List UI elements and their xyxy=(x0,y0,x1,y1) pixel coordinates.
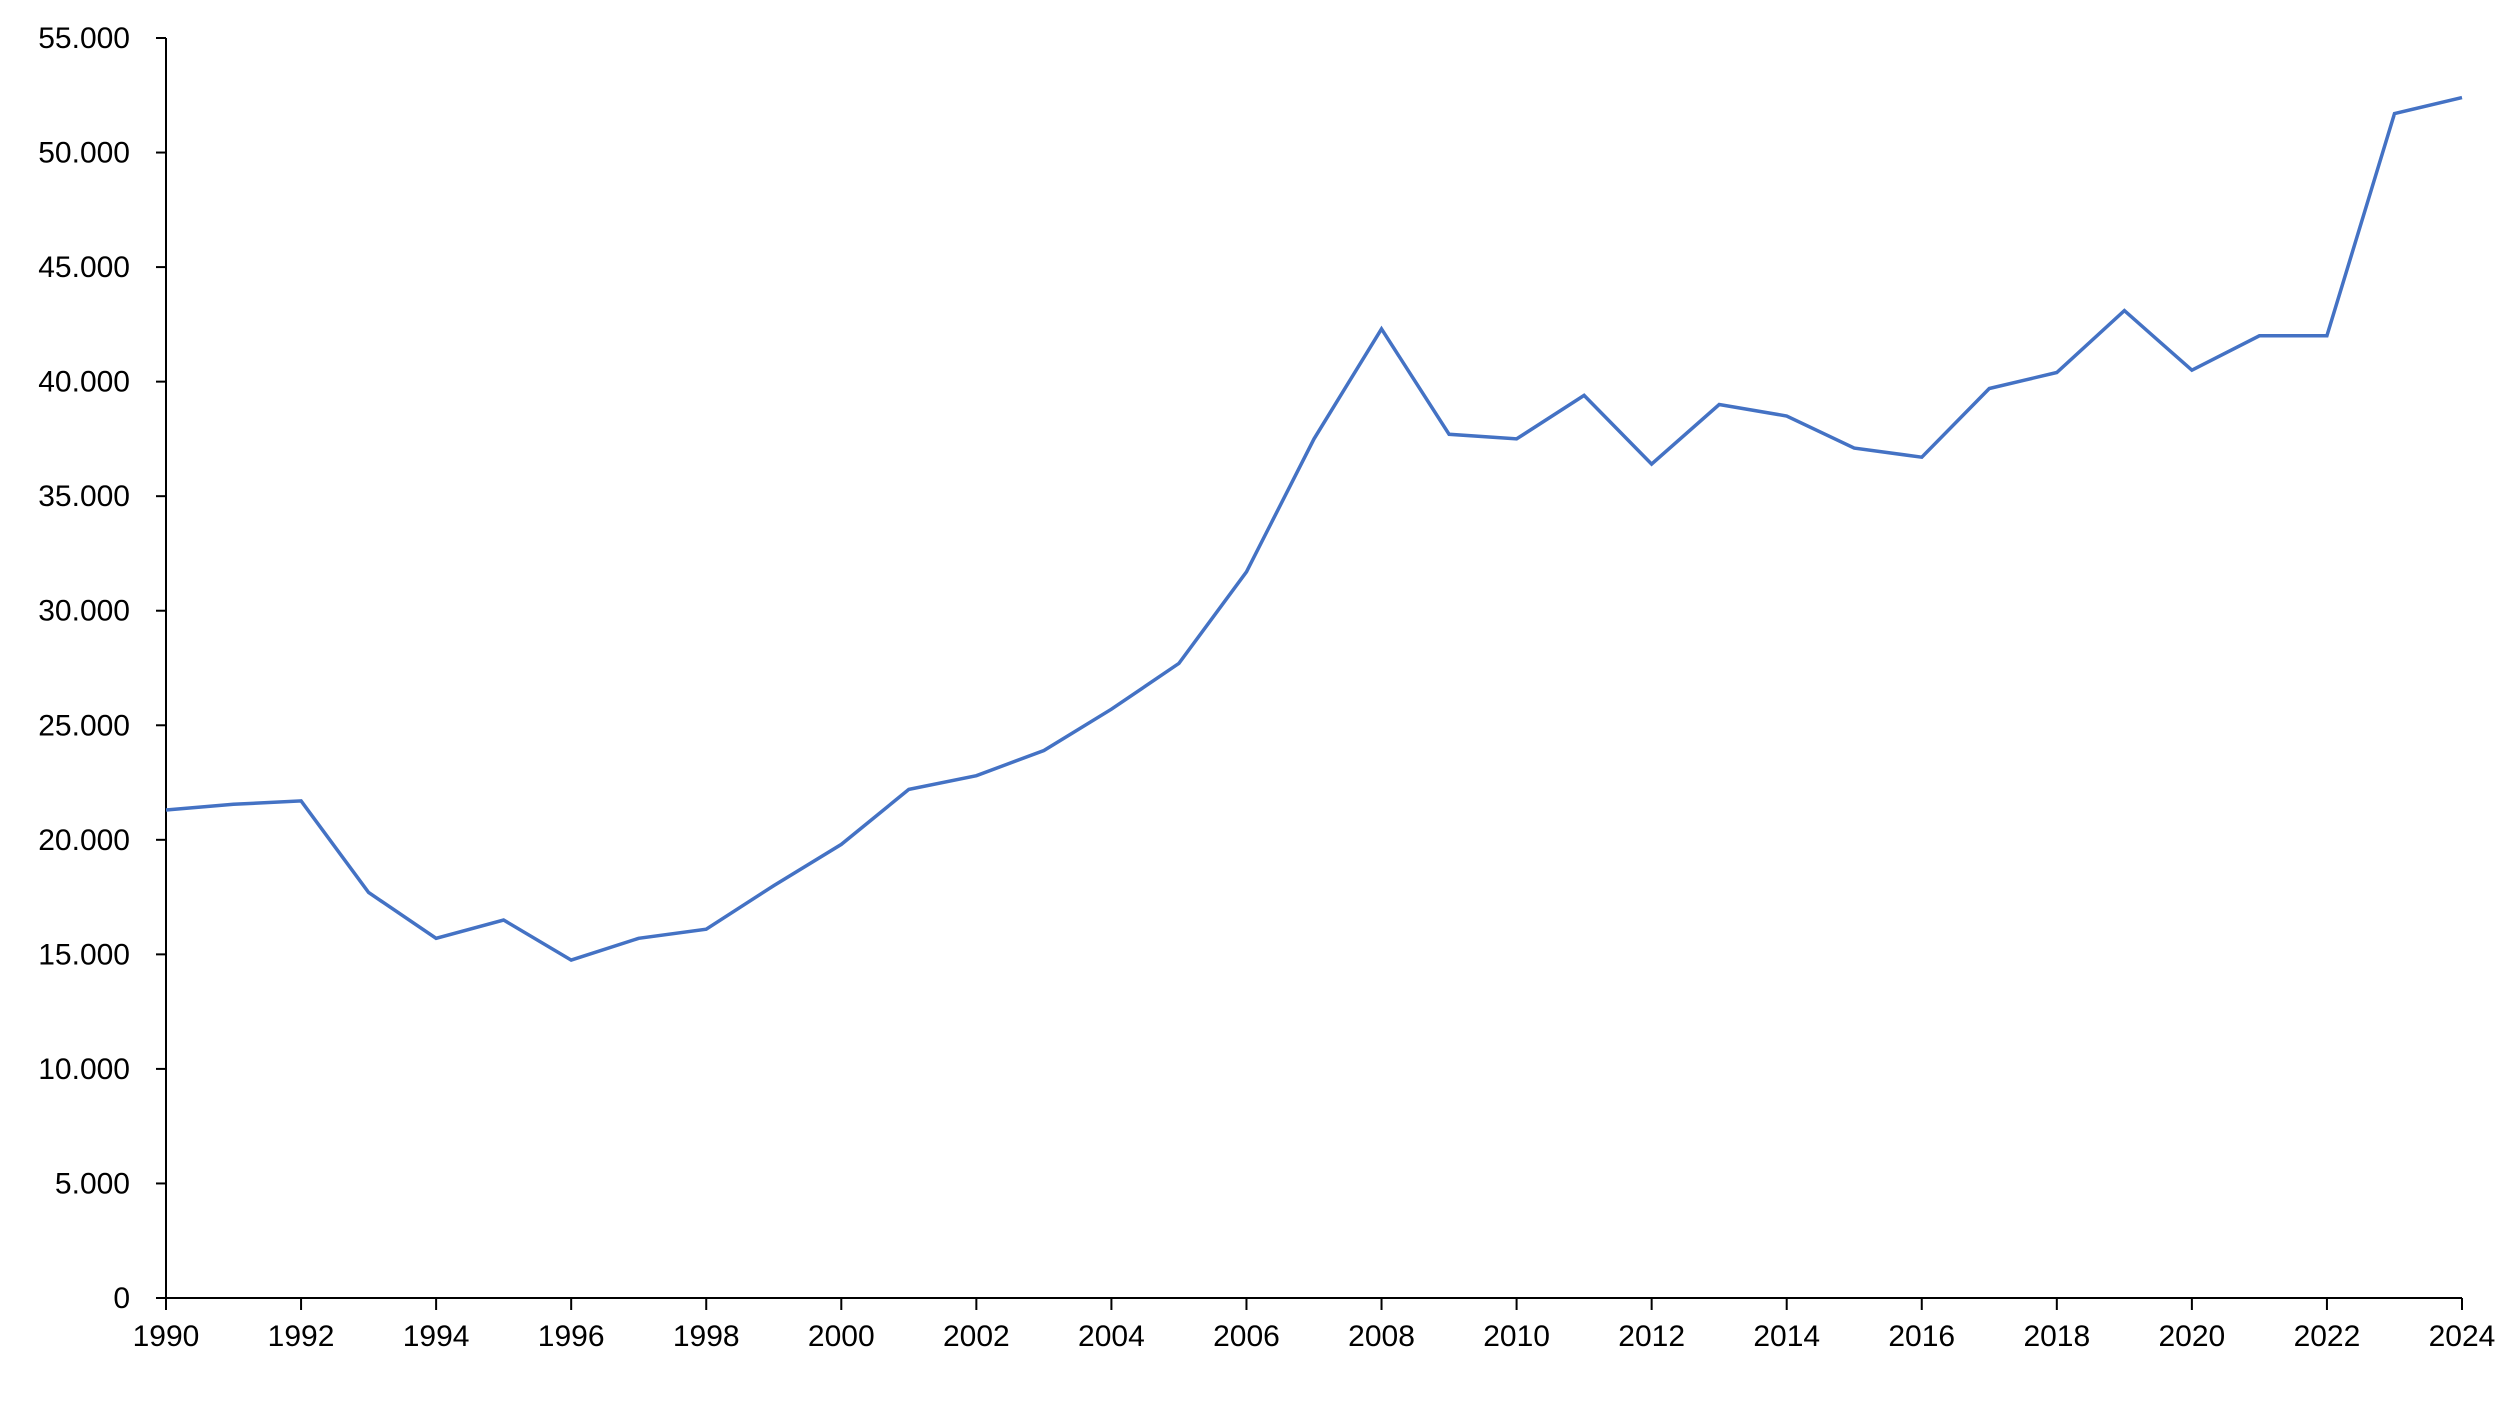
data-point xyxy=(165,809,168,812)
x-tick-label: 1996 xyxy=(538,1320,605,1353)
x-tick-label: 2006 xyxy=(1213,1320,1280,1353)
ticks: 0 5.000 10.000 15.000 20.000 25.000 30.000 35.0… xyxy=(38,22,2495,1353)
data-point xyxy=(1650,463,1653,466)
y-tick-label: 50.000 xyxy=(38,137,130,170)
x-tick-label: 2004 xyxy=(1078,1320,1145,1353)
data-point xyxy=(637,937,640,940)
x-tick-label: 2014 xyxy=(1753,1320,1820,1353)
y-tick-label: 35.000 xyxy=(38,480,130,513)
data-point xyxy=(502,919,505,922)
x-tick-label: 2012 xyxy=(1618,1320,1685,1353)
data-point xyxy=(232,803,235,806)
data-point xyxy=(300,799,303,802)
data-point xyxy=(1853,447,1856,450)
data-point xyxy=(2325,334,2328,337)
y-tick-label: 15.000 xyxy=(38,938,130,971)
y-tick-label: 0 xyxy=(113,1282,130,1315)
x-tick-label: 2018 xyxy=(2023,1320,2090,1353)
x-tick-label: 2010 xyxy=(1483,1320,1550,1353)
x-tick-label: 2024 xyxy=(2429,1320,2496,1353)
x-tick-label: 2000 xyxy=(808,1320,875,1353)
y-tick-label: 45.000 xyxy=(38,251,130,284)
series-layer xyxy=(165,95,2464,963)
data-point xyxy=(2123,309,2126,312)
data-point xyxy=(2055,371,2058,374)
x-tick-label: 1990 xyxy=(133,1320,200,1353)
y-tick-label: 30.000 xyxy=(38,595,130,628)
axes xyxy=(165,38,2462,1299)
data-point xyxy=(1583,394,1586,397)
y-tick-label: 10.000 xyxy=(38,1053,130,1086)
x-tick-label: 1998 xyxy=(673,1320,740,1353)
data-point xyxy=(1515,437,1518,440)
series-line xyxy=(165,95,2463,963)
y-tick-label: 5.000 xyxy=(55,1167,130,1200)
data-point xyxy=(1313,437,1316,440)
data-point xyxy=(840,843,843,846)
data-point xyxy=(2258,334,2261,337)
data-point xyxy=(1718,403,1721,406)
data-point xyxy=(2461,96,2464,99)
x-tick-label: 2008 xyxy=(1348,1320,1415,1353)
data-point xyxy=(1380,327,1383,330)
x-tick-label: 2020 xyxy=(2159,1320,2226,1353)
data-point xyxy=(1177,662,1180,665)
x-tick-label: 1994 xyxy=(403,1320,470,1353)
data-point xyxy=(2190,369,2193,372)
data-point xyxy=(1042,749,1045,752)
y-tick-label: 55.000 xyxy=(38,22,130,55)
data-point xyxy=(705,928,708,931)
data-point xyxy=(2393,112,2396,115)
data-point xyxy=(1245,570,1248,573)
x-tick-label: 2002 xyxy=(943,1320,1010,1353)
data-point xyxy=(1110,708,1113,711)
data-point xyxy=(907,788,910,791)
data-point xyxy=(1448,433,1451,436)
data-point xyxy=(1920,456,1923,459)
data-point xyxy=(367,891,370,894)
data-point xyxy=(1988,387,1991,390)
x-tick-label: 2022 xyxy=(2294,1320,2361,1353)
y-tick-label: 25.000 xyxy=(38,709,130,742)
data-point xyxy=(1785,415,1788,418)
x-tick-label: 1992 xyxy=(268,1320,335,1353)
y-tick-label: 40.000 xyxy=(38,366,130,399)
y-tick-label: 20.000 xyxy=(38,824,130,857)
data-point xyxy=(435,937,438,940)
data-point xyxy=(975,774,978,777)
data-point xyxy=(772,884,775,887)
data-point xyxy=(570,959,573,962)
x-tick-label: 2016 xyxy=(1888,1320,1955,1353)
